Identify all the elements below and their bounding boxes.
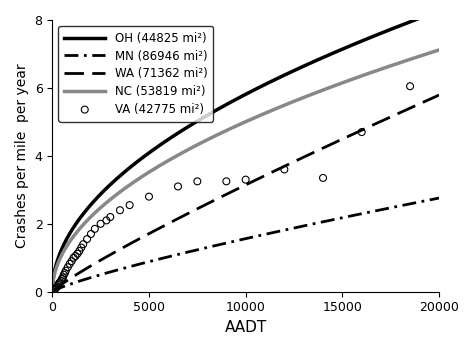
VA (42775 mi²) [107, 214, 114, 220]
VA (42775 mi²) [59, 275, 67, 280]
VA (42775 mi²) [66, 261, 73, 267]
OH (44825 mi²) [436, 9, 442, 13]
VA (42775 mi²) [56, 279, 64, 285]
Line: WA (71362 mi²): WA (71362 mi²) [52, 95, 439, 292]
VA (42775 mi²) [406, 83, 414, 89]
X-axis label: AADT: AADT [225, 320, 267, 335]
VA (42775 mi²) [87, 231, 95, 237]
OH (44825 mi²) [425, 13, 430, 17]
VA (42775 mi²) [52, 285, 60, 290]
WA (71362 mi²) [49, 289, 55, 294]
VA (42775 mi²) [55, 282, 62, 288]
WA (71362 mi²) [436, 93, 442, 97]
NC (53819 mi²) [49, 288, 55, 292]
VA (42775 mi²) [193, 178, 201, 184]
VA (42775 mi²) [62, 268, 70, 273]
VA (42775 mi²) [174, 184, 182, 189]
VA (42775 mi²) [58, 276, 66, 282]
VA (42775 mi²) [83, 236, 91, 242]
VA (42775 mi²) [103, 218, 110, 223]
MN (86946 mi²) [354, 212, 360, 217]
NC (53819 mi²) [227, 127, 233, 131]
OH (44825 mi²) [354, 41, 360, 45]
NC (53819 mi²) [436, 48, 442, 52]
VA (42775 mi²) [91, 226, 99, 232]
WA (71362 mi²) [425, 98, 430, 102]
OH (44825 mi²) [49, 288, 55, 292]
VA (42775 mi²) [50, 287, 58, 293]
NC (53819 mi²) [425, 51, 431, 56]
MN (86946 mi²) [227, 240, 233, 244]
VA (42775 mi²) [222, 178, 230, 184]
NC (53819 mi²) [425, 51, 430, 56]
VA (42775 mi²) [70, 255, 77, 260]
VA (42775 mi²) [97, 221, 104, 226]
VA (42775 mi²) [68, 258, 75, 264]
VA (42775 mi²) [116, 208, 124, 213]
MN (86946 mi²) [237, 238, 243, 242]
WA (71362 mi²) [237, 186, 243, 190]
Line: OH (44825 mi²): OH (44825 mi²) [52, 11, 439, 290]
MN (86946 mi²) [69, 281, 75, 286]
VA (42775 mi²) [281, 167, 288, 172]
VA (42775 mi²) [60, 272, 68, 278]
Line: MN (86946 mi²): MN (86946 mi²) [52, 198, 439, 292]
Legend: OH (44825 mi²), MN (86946 mi²), WA (71362 mi²), NC (53819 mi²), VA (42775 mi²): OH (44825 mi²), MN (86946 mi²), WA (7136… [58, 26, 213, 121]
WA (71362 mi²) [425, 98, 431, 102]
OH (44825 mi²) [227, 100, 233, 105]
VA (42775 mi²) [242, 177, 249, 182]
WA (71362 mi²) [69, 275, 75, 279]
VA (42775 mi²) [77, 245, 85, 250]
VA (42775 mi²) [72, 253, 79, 259]
VA (42775 mi²) [61, 270, 69, 276]
VA (42775 mi²) [57, 278, 65, 284]
NC (53819 mi²) [354, 76, 360, 80]
OH (44825 mi²) [69, 228, 75, 232]
MN (86946 mi²) [436, 196, 442, 200]
WA (71362 mi²) [227, 190, 233, 195]
MN (86946 mi²) [49, 289, 55, 294]
VA (42775 mi²) [51, 286, 59, 292]
OH (44825 mi²) [237, 95, 243, 99]
MN (86946 mi²) [425, 198, 431, 202]
VA (42775 mi²) [80, 241, 87, 247]
Y-axis label: Crashes per mile  per year: Crashes per mile per year [15, 64, 29, 248]
VA (42775 mi²) [145, 194, 153, 199]
OH (44825 mi²) [425, 13, 431, 17]
VA (42775 mi²) [53, 284, 61, 289]
VA (42775 mi²) [64, 265, 72, 270]
VA (42775 mi²) [55, 280, 63, 286]
NC (53819 mi²) [69, 236, 75, 240]
VA (42775 mi²) [75, 248, 83, 254]
VA (42775 mi²) [319, 175, 327, 181]
VA (42775 mi²) [126, 202, 133, 208]
WA (71362 mi²) [354, 130, 360, 134]
NC (53819 mi²) [237, 122, 243, 126]
Line: NC (53819 mi²): NC (53819 mi²) [52, 50, 439, 290]
VA (42775 mi²) [358, 129, 365, 135]
VA (42775 mi²) [73, 251, 81, 257]
MN (86946 mi²) [425, 198, 430, 202]
